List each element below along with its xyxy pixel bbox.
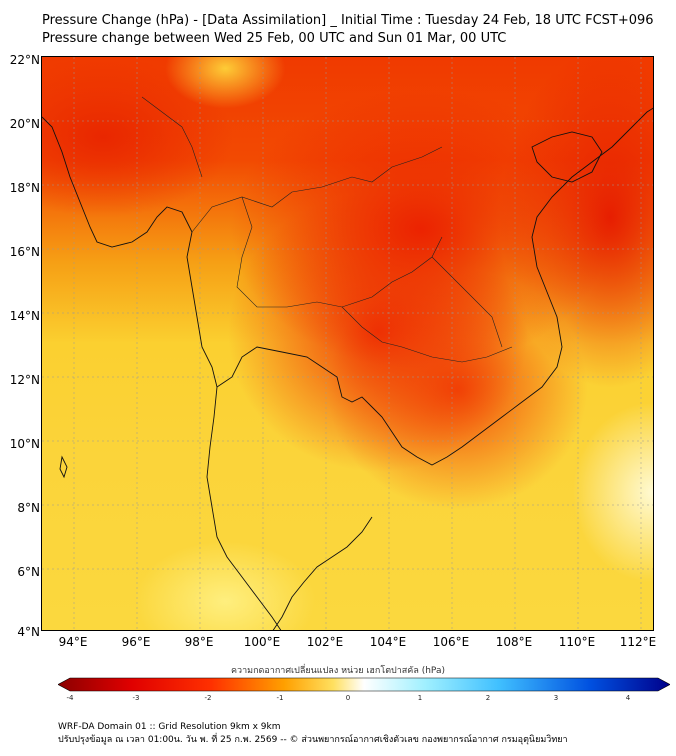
colorbar	[58, 677, 670, 692]
colorbar-tick: 3	[553, 694, 559, 702]
map-subtitle: Pressure change between Wed 25 Feb, 00 U…	[42, 31, 507, 46]
map-title: Pressure Change (hPa) - [Data Assimilati…	[42, 13, 654, 28]
colorbar-tick: -4	[66, 694, 74, 702]
lat-label: 22°N	[9, 53, 40, 67]
colorbar-tick: 4	[625, 694, 631, 702]
lon-label: 104°E	[369, 635, 407, 649]
lat-label: 4°N	[17, 625, 40, 639]
lon-label: 94°E	[58, 635, 88, 649]
lat-label: 18°N	[9, 181, 40, 195]
lon-label: 100°E	[243, 635, 281, 649]
colorbar-tick: 0	[345, 694, 351, 702]
lat-label: 8°N	[17, 501, 40, 515]
lon-label: 110°E	[558, 635, 596, 649]
lat-label: 20°N	[9, 117, 40, 131]
lon-label: 108°E	[495, 635, 533, 649]
lon-label: 102°E	[306, 635, 344, 649]
coastline-layer	[42, 57, 653, 630]
lon-label: 106°E	[432, 635, 470, 649]
lon-label: 98°E	[184, 635, 214, 649]
lat-label: 16°N	[9, 245, 40, 259]
lat-label: 10°N	[9, 437, 40, 451]
colorbar-tick: 1	[417, 694, 423, 702]
lat-label: 6°N	[17, 565, 40, 579]
colorbar-tick: 2	[485, 694, 491, 702]
colorbar-tick: -2	[204, 694, 212, 702]
coastline	[42, 107, 653, 630]
pressure-change-map	[41, 56, 654, 631]
lat-label: 12°N	[9, 373, 40, 387]
graticule	[42, 57, 653, 630]
footer-credit: ปรับปรุงข้อมูล ณ เวลา 01:00น. วัน พ. ที่…	[58, 735, 568, 745]
lon-label: 96°E	[121, 635, 151, 649]
footer-model-info: WRF-DA Domain 01 :: Grid Resolution 9km …	[58, 722, 281, 732]
colorbar-tick: -3	[132, 694, 140, 702]
lat-label: 14°N	[9, 309, 40, 323]
lon-label: 112°E	[619, 635, 657, 649]
borders	[141, 96, 513, 363]
colorbar-tick: -1	[276, 694, 284, 702]
colorbar-label: ความกดอากาศเปลี่ยนแปลง หน่วย เฮกโตปาสคัล…	[231, 666, 445, 676]
